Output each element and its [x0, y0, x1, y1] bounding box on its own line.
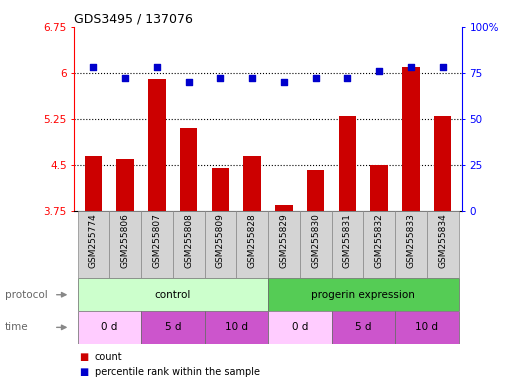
Bar [268, 211, 300, 278]
Point [153, 65, 161, 71]
Bar [402, 67, 420, 211]
Text: progerin expression: progerin expression [311, 290, 415, 300]
Bar [148, 79, 166, 211]
Bar [395, 211, 427, 278]
Bar [77, 278, 268, 311]
Bar [77, 211, 109, 278]
Bar [212, 168, 229, 211]
Text: 10 d: 10 d [225, 322, 248, 333]
Point [185, 79, 193, 85]
Text: time: time [5, 322, 29, 333]
Text: ■: ■ [80, 367, 89, 377]
Bar [427, 211, 459, 278]
Point [407, 65, 415, 71]
Point [311, 75, 320, 81]
Text: GSM255834: GSM255834 [438, 213, 447, 268]
Bar [434, 116, 451, 211]
Bar [141, 211, 173, 278]
Point [343, 75, 351, 81]
Text: GSM255807: GSM255807 [152, 213, 162, 268]
Point [439, 65, 447, 71]
Text: GSM255830: GSM255830 [311, 213, 320, 268]
Bar [205, 311, 268, 344]
Text: protocol: protocol [5, 290, 48, 300]
Bar [268, 278, 459, 311]
Point [280, 79, 288, 85]
Point [89, 65, 97, 71]
Point [248, 75, 256, 81]
Bar [180, 128, 198, 211]
Bar [173, 211, 205, 278]
Bar [363, 211, 395, 278]
Text: 5 d: 5 d [355, 322, 371, 333]
Text: GSM255774: GSM255774 [89, 213, 98, 268]
Point [121, 75, 129, 81]
Point [375, 68, 383, 74]
Text: GSM255828: GSM255828 [248, 213, 256, 268]
Bar [116, 159, 134, 211]
Bar [141, 311, 205, 344]
Bar [268, 311, 331, 344]
Bar [307, 170, 324, 211]
Text: GSM255809: GSM255809 [216, 213, 225, 268]
Text: GSM255833: GSM255833 [406, 213, 416, 268]
Text: 5 d: 5 d [165, 322, 181, 333]
Text: percentile rank within the sample: percentile rank within the sample [95, 367, 260, 377]
Text: count: count [95, 352, 123, 362]
Bar [370, 165, 388, 211]
Bar [205, 211, 236, 278]
Bar [109, 211, 141, 278]
Bar [339, 116, 356, 211]
Bar [395, 311, 459, 344]
Bar [331, 311, 395, 344]
Bar [77, 311, 141, 344]
Bar [236, 211, 268, 278]
Text: 10 d: 10 d [416, 322, 438, 333]
Text: GSM255806: GSM255806 [121, 213, 130, 268]
Text: GSM255832: GSM255832 [374, 213, 384, 268]
Bar [300, 211, 331, 278]
Point [216, 75, 225, 81]
Bar [331, 211, 363, 278]
Text: GSM255808: GSM255808 [184, 213, 193, 268]
Text: GSM255831: GSM255831 [343, 213, 352, 268]
Text: 0 d: 0 d [291, 322, 308, 333]
Text: ■: ■ [80, 352, 89, 362]
Bar [275, 205, 292, 211]
Text: control: control [154, 290, 191, 300]
Text: 0 d: 0 d [101, 322, 117, 333]
Bar [85, 156, 102, 211]
Bar [244, 156, 261, 211]
Text: GDS3495 / 137076: GDS3495 / 137076 [74, 13, 193, 26]
Text: GSM255829: GSM255829 [280, 213, 288, 268]
